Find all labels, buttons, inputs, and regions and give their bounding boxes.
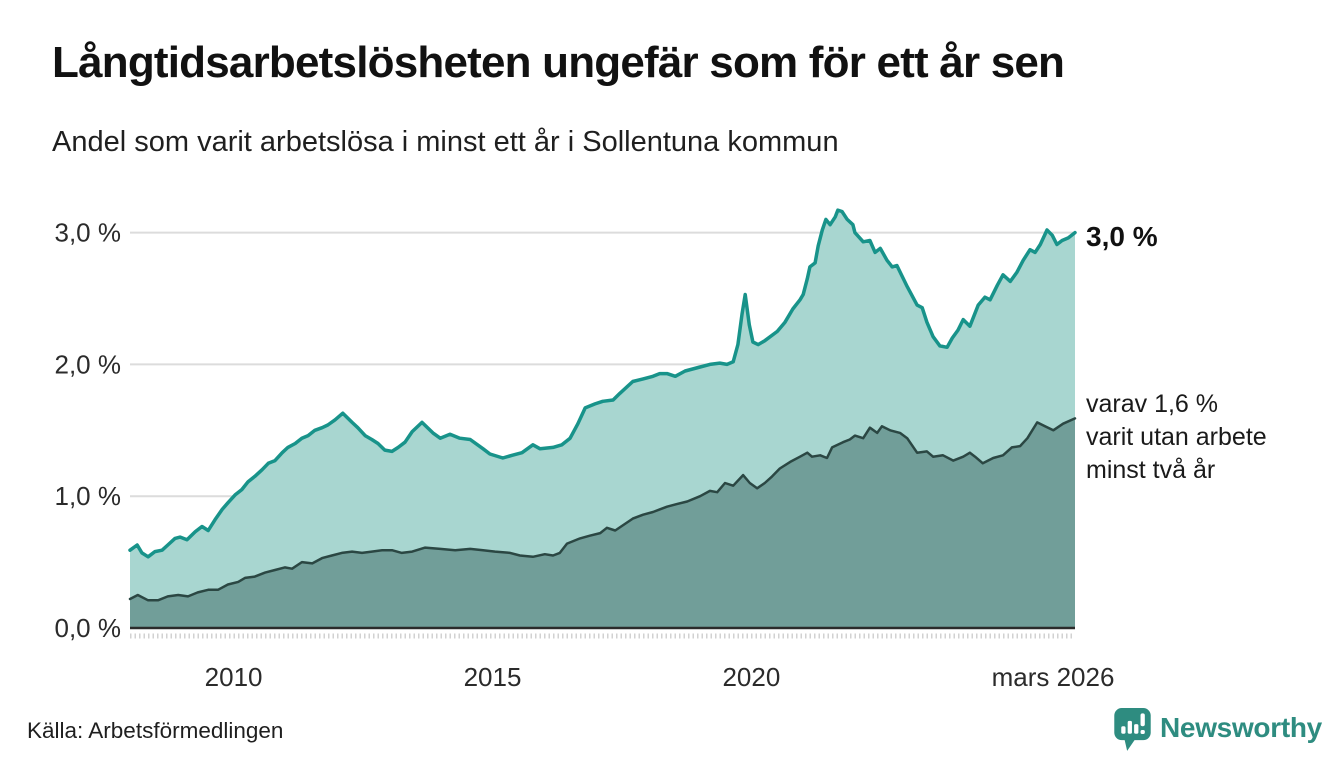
series-line-1 (128, 417, 1077, 602)
series-total-end-value-label: 3,0 % (1086, 221, 1158, 252)
x-tick-label-3: mars 2026 (992, 662, 1115, 692)
page-title: Långtidsarbetslösheten ungefär som för e… (52, 38, 1065, 87)
brand-name: Newsworthy (1160, 712, 1322, 743)
x-tick-label-1: 2015 (464, 662, 522, 692)
annotation-line-3: minst två år (1086, 456, 1216, 484)
series-line-0 (128, 208, 1077, 559)
newsworthy-bubble-chart-icon (1114, 708, 1151, 751)
x-tick-label-0: 2010 (205, 662, 263, 692)
y-tick-label-1: 1,0 % (55, 481, 122, 511)
y-tick-label-2: 2,0 % (55, 349, 122, 379)
series-two-year-annotation: varav 1,6 % varit utan arbete minst två … (1086, 388, 1267, 487)
y-tick-label-0: 0,0 % (55, 613, 122, 643)
y-tick-label-3: 3,0 % (55, 218, 122, 248)
x-tick-label-2: 2020 (722, 662, 780, 692)
annotation-line-1: varav 1,6 % (1086, 390, 1219, 418)
newsworthy-logo: Newsworthy (1114, 708, 1322, 756)
chart-subtitle: Andel som varit arbetslösa i minst ett å… (52, 126, 839, 158)
source-note: Källa: Arbetsförmedlingen (27, 718, 284, 743)
annotation-line-2: varit utan arbete (1086, 423, 1267, 451)
series-area-1 (130, 418, 1075, 628)
